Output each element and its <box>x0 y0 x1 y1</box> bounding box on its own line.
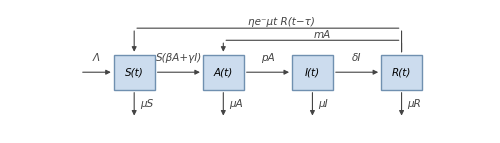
FancyBboxPatch shape <box>292 55 333 90</box>
Text: mA: mA <box>314 30 331 40</box>
Text: Λ: Λ <box>93 53 100 63</box>
Text: S(βA+γI): S(βA+γI) <box>156 53 202 63</box>
Text: I(t): I(t) <box>305 67 320 77</box>
Text: A(t): A(t) <box>214 67 233 77</box>
Text: R(t): R(t) <box>392 67 411 77</box>
Text: μA: μA <box>229 99 243 109</box>
FancyBboxPatch shape <box>114 55 154 90</box>
Text: pA: pA <box>261 53 275 63</box>
FancyBboxPatch shape <box>203 55 243 90</box>
Text: μR: μR <box>408 99 421 109</box>
Text: μS: μS <box>140 99 153 109</box>
Text: δI: δI <box>352 53 362 63</box>
Text: S(t): S(t) <box>125 67 144 77</box>
Text: μI: μI <box>318 99 328 109</box>
Text: ηe⁻μt R(t−τ): ηe⁻μt R(t−τ) <box>248 17 315 27</box>
FancyBboxPatch shape <box>381 55 422 90</box>
